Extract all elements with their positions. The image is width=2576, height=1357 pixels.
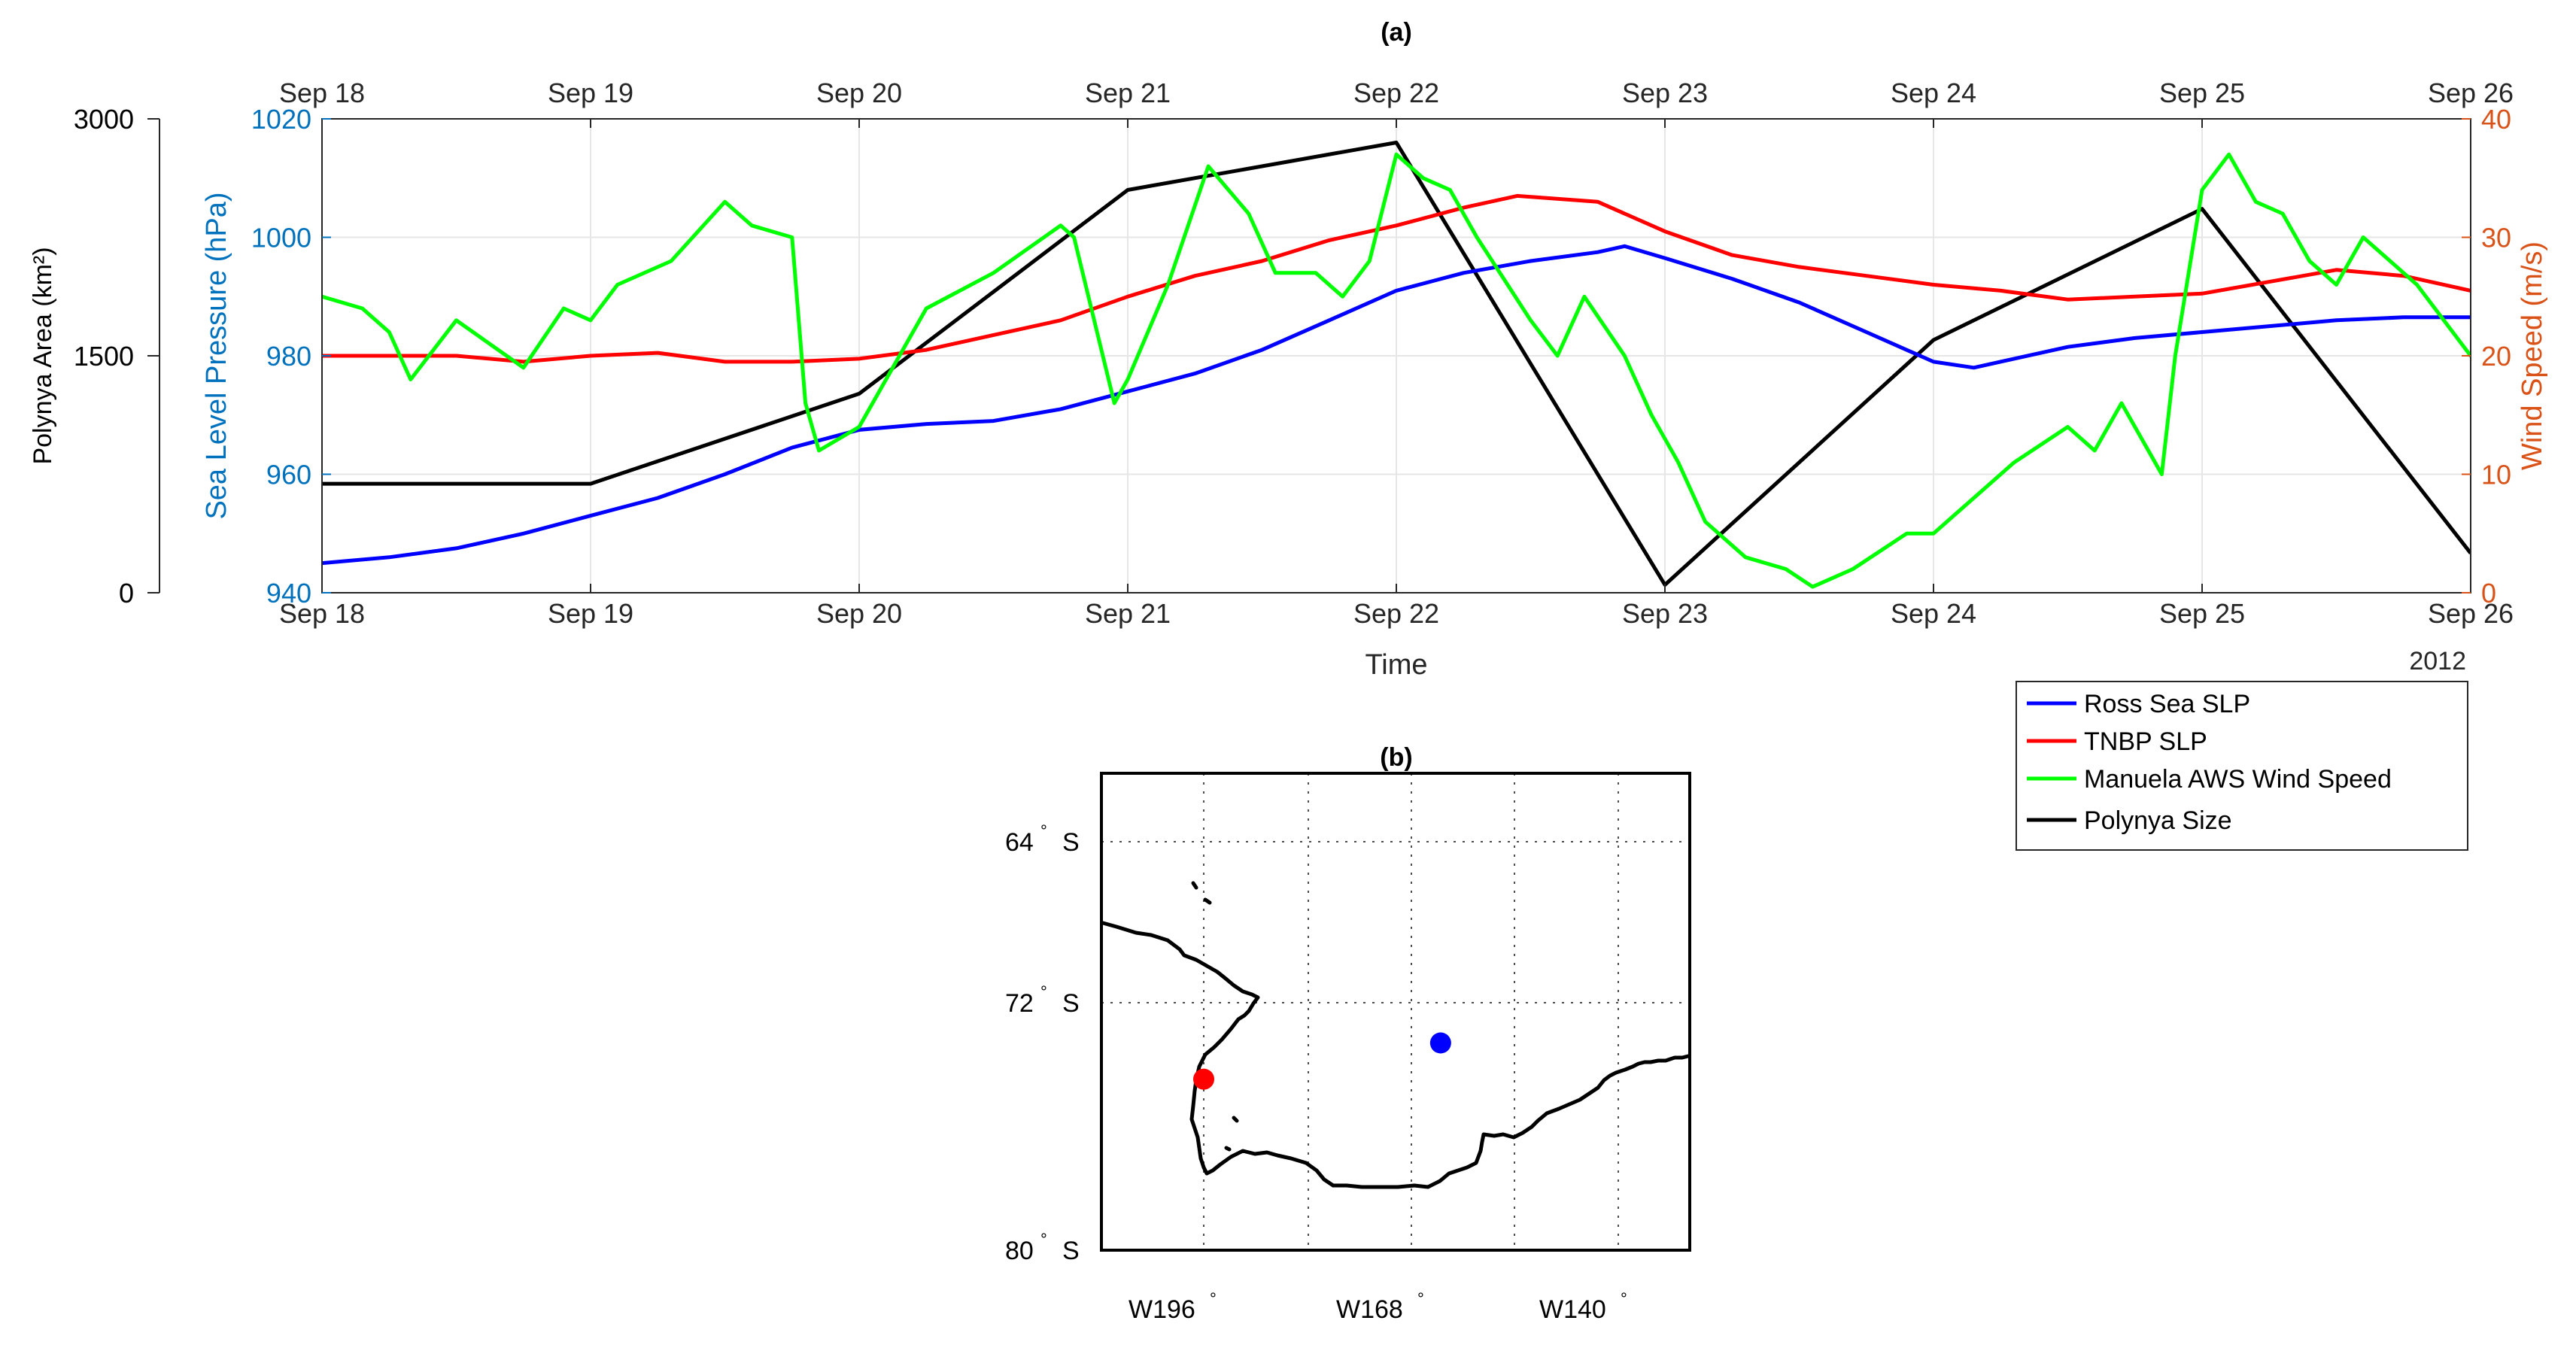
panel-b-title: (b) xyxy=(1380,743,1412,772)
legend-label-polynya: Polynya Size xyxy=(2084,806,2232,835)
x-tick-label-bottom: Sep 19 xyxy=(548,598,633,629)
lat-label-72: 72 ° S xyxy=(1005,982,1080,1018)
wind-tick-label: 40 xyxy=(2481,104,2511,135)
tnbp-slp-line xyxy=(322,193,2471,364)
pressure-tick-label: 980 xyxy=(266,341,311,372)
polynya-tick-label: 3000 xyxy=(74,104,134,135)
x-tick-label-top: Sep 24 xyxy=(1891,77,1976,108)
coastline xyxy=(1101,881,1690,1189)
lat-label-64: 64 ° S xyxy=(1005,821,1080,857)
lon-label-196-degree: ° xyxy=(1210,1289,1217,1308)
lon-label-196-text: W196 xyxy=(1129,1295,1195,1324)
x-tick-label-bottom: Sep 23 xyxy=(1622,598,1708,629)
lat-label-64-degree: ° xyxy=(1040,821,1047,840)
wind-tick-label: 10 xyxy=(2481,460,2511,490)
x-axis-bottom: Sep 18 Sep 19 Sep 20 Sep 21 Sep 22 Sep 23 Sep … xyxy=(279,584,2514,629)
coastline-island-4 xyxy=(1224,1146,1232,1152)
x-tick-label-bottom: Sep 21 xyxy=(1085,598,1171,629)
year-label: 2012 xyxy=(2409,647,2466,675)
legend-label-ross: Ross Sea SLP xyxy=(2084,690,2250,718)
coastline-victoria-land xyxy=(1101,921,1690,1189)
lon-label-140: W140 ° xyxy=(1539,1289,1627,1324)
coastline-island-3 xyxy=(1232,1116,1239,1123)
pressure-axis: 940 960 980 1000 1020 xyxy=(251,104,331,609)
polynya-axis: 0 1500 3000 xyxy=(74,104,159,609)
map-lon-labels: W196 ° W168 ° W140 ° xyxy=(1129,1289,1627,1324)
x-tick-label-top: Sep 25 xyxy=(2159,77,2245,108)
panel-a-title: (a) xyxy=(1381,18,1412,47)
x-tick-label-bottom: Sep 22 xyxy=(1353,598,1439,629)
polynya-tick-label: 0 xyxy=(119,578,134,609)
lat-label-80: 80 ° S xyxy=(1005,1230,1080,1265)
lon-label-140-text: W140 xyxy=(1539,1295,1606,1324)
lon-label-140-degree: ° xyxy=(1621,1289,1627,1308)
wind-tick-label: 0 xyxy=(2481,578,2496,609)
pressure-tick-label: 1020 xyxy=(251,104,311,135)
wind-tick-label: 20 xyxy=(2481,341,2511,372)
pressure-tick-label: 940 xyxy=(266,578,311,609)
coastline-island-1 xyxy=(1191,881,1198,890)
lat-label-72-degree: ° xyxy=(1040,982,1047,1001)
x-tick-label-bottom: Sep 18 xyxy=(279,598,365,629)
x-axis-top: Sep 18 Sep 19 Sep 20 Sep 21 Sep 22 Sep 23 Sep … xyxy=(279,77,2514,128)
lat-label-72-number: 72 xyxy=(1005,989,1034,1018)
pressure-tick-label: 960 xyxy=(266,460,311,490)
x-tick-label-bottom: Sep 26 xyxy=(2428,598,2514,629)
lon-label-196: W196 ° xyxy=(1129,1289,1217,1324)
x-tick-label-top: Sep 22 xyxy=(1353,77,1439,108)
map-lat-labels: 64 ° S 72 ° S 80 ° S xyxy=(1005,821,1080,1265)
polynya-tick-label: 1500 xyxy=(74,341,134,372)
legend: Ross Sea SLP TNBP SLP Manuela AWS Wind S… xyxy=(2016,681,2468,851)
wind-speed-axis-label: Wind Speed (m/s) xyxy=(2517,241,2548,470)
wind-tick-label: 30 xyxy=(2481,223,2511,253)
pressure-tick-label: 1000 xyxy=(251,223,311,253)
legend-label-wind: Manuela AWS Wind Speed xyxy=(2084,765,2392,794)
polynya-size-line xyxy=(322,141,2471,587)
panel-b-map: (b) 64 ° S xyxy=(1005,743,1691,1324)
panel-a: (a) Sep 18 Sep 19 Sep 20 Sep 21 Sep 22 Sep 23… xyxy=(29,18,2548,681)
coastline-island-2 xyxy=(1203,897,1212,905)
x-tick-label-bottom: Sep 25 xyxy=(2159,598,2245,629)
x-tick-label-top: Sep 18 xyxy=(279,77,365,108)
x-tick-label-bottom: Sep 24 xyxy=(1891,598,1976,629)
pressure-axis-label: Sea Level Pressure (hPa) xyxy=(201,192,232,519)
lat-label-72-hemisphere: S xyxy=(1062,989,1080,1018)
lon-label-168-text: W168 xyxy=(1336,1295,1403,1324)
lat-label-80-hemisphere: S xyxy=(1062,1237,1080,1265)
lat-label-80-number: 80 xyxy=(1005,1237,1034,1265)
polynya-axis-label: Polynya Area (km²) xyxy=(29,247,57,464)
legend-label-tnbp: TNBP SLP xyxy=(2084,727,2207,756)
ross-sea-slp-line xyxy=(322,244,2471,566)
tnbp-location-marker xyxy=(1193,1068,1214,1090)
map-frame xyxy=(1100,772,1691,1252)
x-tick-label-top: Sep 21 xyxy=(1085,77,1171,108)
lat-label-80-degree: ° xyxy=(1040,1230,1047,1249)
ross-sea-location-marker xyxy=(1429,1032,1451,1054)
x-tick-label-top: Sep 26 xyxy=(2428,77,2514,108)
lon-label-168: W168 ° xyxy=(1336,1289,1424,1324)
x-axis-label: Time xyxy=(1365,649,1427,681)
lon-label-168-degree: ° xyxy=(1417,1289,1424,1308)
x-tick-label-top: Sep 20 xyxy=(816,77,902,108)
manuela-wind-line xyxy=(322,152,2471,589)
lat-label-64-hemisphere: S xyxy=(1062,828,1080,857)
wind-speed-axis: 0 10 20 30 40 xyxy=(2462,104,2511,609)
lat-label-64-number: 64 xyxy=(1005,828,1034,857)
map-graticule xyxy=(1101,773,1690,1250)
x-tick-label-bottom: Sep 20 xyxy=(816,598,902,629)
x-tick-label-top: Sep 23 xyxy=(1622,77,1708,108)
legend-box xyxy=(2016,681,2468,851)
x-tick-label-top: Sep 19 xyxy=(548,77,633,108)
